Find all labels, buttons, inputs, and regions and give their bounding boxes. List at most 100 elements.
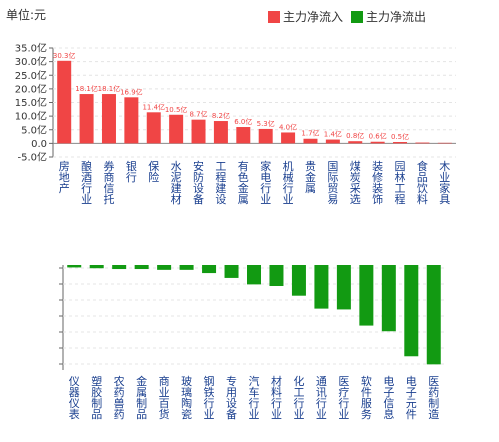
outflow-category-label: 医药制造 <box>428 375 439 421</box>
outflow-category-label: 材料行业 <box>271 374 282 421</box>
legend-outflow[interactable]: 主力净流出 <box>351 8 426 25</box>
inflow-data-label: 8.7亿 <box>189 110 207 119</box>
inflow-category-label: 银行 <box>126 159 137 184</box>
inflow-category-label: 券商信托 <box>103 159 114 206</box>
outflow-category-label: 通讯行业 <box>316 375 327 421</box>
top-y-tick-label: -5.0亿 <box>17 151 47 164</box>
top-y-tick-label: 35.0亿 <box>15 42 47 55</box>
inflow-category-label: 装修装饰 <box>372 160 383 206</box>
outflow-category-label: 钢铁行业 <box>204 375 215 421</box>
outflow-category-label: 专用设备 <box>226 374 237 421</box>
outflow-bar <box>426 265 441 365</box>
outflow-bar <box>89 265 104 269</box>
inflow-category-label: 国际贸易 <box>327 160 338 206</box>
outflow-bar <box>134 265 149 270</box>
outflow-bar <box>202 265 217 274</box>
outflow-bar <box>269 265 284 286</box>
inflow-bar <box>236 127 251 144</box>
inflow-data-label: 5.3亿 <box>257 119 275 128</box>
outflow-category-label: 塑胶制品 <box>91 374 102 421</box>
inflow-category-label: 贵金属 <box>305 160 316 195</box>
outflow-category-label: 电子元件 <box>406 375 417 421</box>
outflow-bar <box>112 265 127 270</box>
legend-inflow-swatch <box>268 10 280 23</box>
outflow-category-label: 农药兽药 <box>114 374 125 421</box>
top-y-tick-label: 20.0亿 <box>15 82 47 95</box>
outflow-bar <box>381 265 396 332</box>
inflow-category-label: 保险 <box>148 159 159 184</box>
inflow-data-label: 6.0亿 <box>234 117 252 126</box>
inflow-bar <box>79 94 94 144</box>
inflow-bar <box>124 97 139 144</box>
legend-inflow[interactable]: 主力净流入 <box>268 8 343 25</box>
outflow-category-label: 汽车行业 <box>249 374 260 421</box>
inflow-category-label: 水泥建材 <box>171 160 182 206</box>
outflow-category-label: 化工行业 <box>293 374 304 421</box>
outflow-bar <box>404 265 419 357</box>
inflow-category-label: 酿酒行业 <box>81 159 92 206</box>
top-y-tick-label: 5.0亿 <box>21 123 47 136</box>
legend-inflow-label: 主力净流入 <box>283 10 344 24</box>
outflow-category-label: 金属制品 <box>136 374 147 421</box>
inflow-category-label: 房地产 <box>59 160 70 195</box>
outflow-category-label: 软件服务 <box>361 374 372 421</box>
inflow-bar <box>258 128 273 144</box>
outflow-bar <box>247 265 261 285</box>
inflow-bar <box>213 121 228 144</box>
inflow-category-label: 食品饮料 <box>417 159 428 206</box>
inflow-data-label: 16.9亿 <box>120 87 143 96</box>
inflow-bar <box>415 142 430 144</box>
inflow-bar <box>146 112 161 144</box>
outflow-bar <box>336 265 351 310</box>
inflow-bar <box>393 142 408 144</box>
inflow-data-label: 1.7亿 <box>301 129 319 138</box>
unit-label: 单位:元 <box>6 8 47 22</box>
inflow-category-label: 家电行业 <box>260 159 271 206</box>
outflow-category-label: 医疗行业 <box>338 375 349 421</box>
outflow-bar <box>179 265 194 270</box>
inflow-data-label: 8.2亿 <box>212 111 230 120</box>
inflow-bar <box>101 94 116 144</box>
inflow-bar <box>437 142 452 144</box>
inflow-bar <box>169 114 184 144</box>
inflow-data-label: 0.6亿 <box>369 132 387 141</box>
inflow-data-label: 0.5亿 <box>391 132 409 141</box>
inflow-bar <box>348 141 363 144</box>
inflow-data-label: 18.1亿 <box>98 84 121 93</box>
top-y-tick-label: 10.0亿 <box>15 110 47 123</box>
inflow-bar <box>303 138 318 144</box>
inflow-data-label: 0.8亿 <box>346 131 364 140</box>
inflow-data-label: 11.4亿 <box>142 102 165 111</box>
legend-outflow-label: 主力净流出 <box>366 10 427 24</box>
legend-outflow-swatch <box>351 10 364 23</box>
top-y-tick-label: 15.0亿 <box>15 96 47 109</box>
inflow-data-label: 4.0亿 <box>279 122 297 131</box>
inflow-bar <box>191 119 206 144</box>
outflow-bar <box>291 265 306 296</box>
outflow-bar <box>224 265 239 278</box>
legend: 主力净流入 主力净流出 <box>268 8 434 25</box>
inflow-bar <box>370 141 385 144</box>
inflow-bar <box>281 132 296 144</box>
outflow-category-label: 电子信息 <box>383 375 394 421</box>
inflow-data-label: 18.1亿 <box>75 84 98 93</box>
outflow-bar <box>314 265 329 309</box>
inflow-category-label: 安防设备 <box>193 159 204 206</box>
top-y-tick-label: 30.0亿 <box>15 55 47 68</box>
inflow-bar <box>57 60 72 144</box>
inflow-category-label: 有色金属 <box>238 159 249 206</box>
inflow-data-label: 1.4亿 <box>324 130 342 139</box>
outflow-category-label: 仪器仪表 <box>69 375 80 421</box>
outflow-category-label: 玻璃陶瓷 <box>181 375 192 421</box>
inflow-category-label: 木业家具 <box>439 160 450 206</box>
inflow-category-label: 机械行业 <box>283 159 294 206</box>
outflow-bar <box>157 265 172 270</box>
inflow-data-label: 10.5亿 <box>165 105 188 114</box>
top-y-tick-label: 0.0 <box>31 139 47 150</box>
inflow-bar <box>325 139 340 144</box>
outflow-bar <box>359 265 374 326</box>
outflow-category-label: 商业百货 <box>159 374 170 421</box>
inflow-category-label: 工程建设 <box>215 160 226 206</box>
outflow-bar <box>67 265 82 268</box>
